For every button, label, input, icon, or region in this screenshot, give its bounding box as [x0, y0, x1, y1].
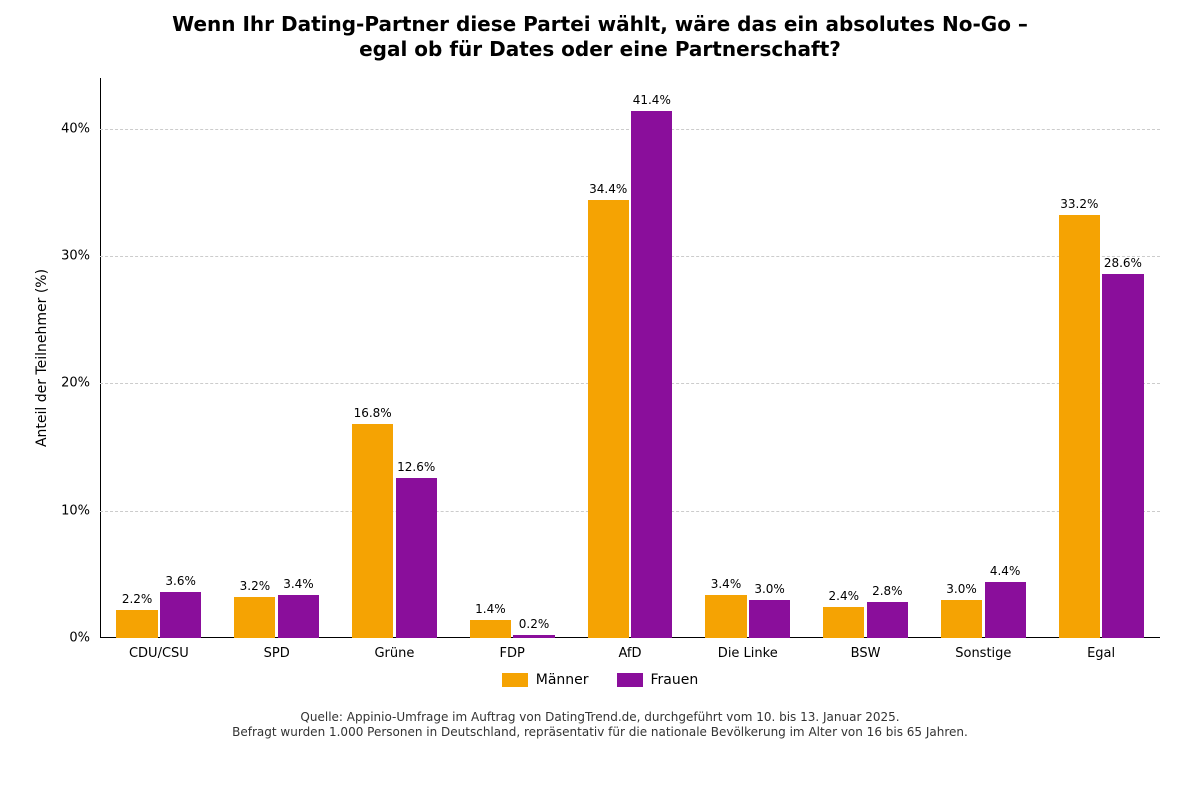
legend-label: Frauen — [651, 672, 699, 688]
gridline — [100, 256, 1160, 257]
bar — [867, 602, 908, 638]
bar — [941, 600, 982, 638]
bar — [470, 620, 511, 638]
bar-value-label: 28.6% — [1104, 256, 1142, 270]
plot-area — [100, 78, 1160, 638]
bar — [396, 478, 437, 638]
bar-value-label: 3.6% — [165, 574, 196, 588]
chart-title: Wenn Ihr Dating-Partner diese Partei wäh… — [0, 12, 1200, 62]
bar — [823, 607, 864, 638]
bar-value-label: 2.4% — [829, 589, 860, 603]
bar — [1059, 215, 1100, 638]
bar-value-label: 34.4% — [589, 182, 627, 196]
figure: Wenn Ihr Dating-Partner diese Partei wäh… — [0, 0, 1200, 796]
bar-value-label: 2.8% — [872, 584, 903, 598]
ytick-label: 20% — [50, 376, 90, 391]
bar — [116, 610, 157, 638]
bar — [234, 597, 275, 638]
gridline — [100, 383, 1160, 384]
xtick-label: BSW — [851, 646, 881, 661]
legend-swatch — [502, 673, 528, 687]
xtick-label: Sonstige — [955, 646, 1011, 661]
bar-value-label: 33.2% — [1060, 197, 1098, 211]
gridline — [100, 511, 1160, 512]
gridline — [100, 129, 1160, 130]
xtick-label: Egal — [1087, 646, 1115, 661]
bar — [985, 582, 1026, 638]
legend-swatch — [617, 673, 643, 687]
xtick-label: Die Linke — [718, 646, 778, 661]
bar — [631, 111, 672, 638]
bar — [278, 595, 319, 638]
legend-item: Männer — [502, 672, 589, 688]
y-axis-label: Anteil der Teilnehmer (%) — [34, 269, 50, 447]
ytick-label: 40% — [50, 121, 90, 136]
xtick-label: CDU/CSU — [129, 646, 189, 661]
chart-title-line2: egal ob für Dates oder eine Partnerschaf… — [0, 37, 1200, 62]
footnote-line1: Quelle: Appinio-Umfrage im Auftrag von D… — [0, 710, 1200, 725]
legend-label: Männer — [536, 672, 589, 688]
bar-value-label: 3.0% — [946, 582, 977, 596]
xtick-label: SPD — [264, 646, 290, 661]
bar-value-label: 12.6% — [397, 460, 435, 474]
bar-value-label: 1.4% — [475, 602, 506, 616]
bar-value-label: 3.2% — [240, 579, 271, 593]
legend-item: Frauen — [617, 672, 699, 688]
bar-value-label: 4.4% — [990, 564, 1021, 578]
bar-value-label: 16.8% — [354, 406, 392, 420]
chart-title-line1: Wenn Ihr Dating-Partner diese Partei wäh… — [0, 12, 1200, 37]
y-axis-spine — [100, 78, 101, 638]
xtick-label: AfD — [618, 646, 641, 661]
bar — [588, 200, 629, 638]
bar-value-label: 3.4% — [711, 577, 742, 591]
bar — [160, 592, 201, 638]
bar-value-label: 2.2% — [122, 592, 153, 606]
bar-value-label: 41.4% — [633, 93, 671, 107]
ytick-label: 0% — [50, 631, 90, 646]
ytick-label: 10% — [50, 503, 90, 518]
legend: Männer Frauen — [0, 672, 1200, 688]
bar — [352, 424, 393, 638]
xtick-label: Grüne — [374, 646, 414, 661]
bar — [513, 635, 554, 638]
bar-value-label: 3.0% — [754, 582, 785, 596]
footnote-line2: Befragt wurden 1.000 Personen in Deutsch… — [0, 725, 1200, 740]
bar-value-label: 3.4% — [283, 577, 314, 591]
bar-value-label: 0.2% — [519, 617, 550, 631]
bar — [749, 600, 790, 638]
ytick-label: 30% — [50, 249, 90, 264]
bar — [705, 595, 746, 638]
footnote: Quelle: Appinio-Umfrage im Auftrag von D… — [0, 710, 1200, 740]
bar — [1102, 274, 1143, 638]
xtick-label: FDP — [500, 646, 525, 661]
